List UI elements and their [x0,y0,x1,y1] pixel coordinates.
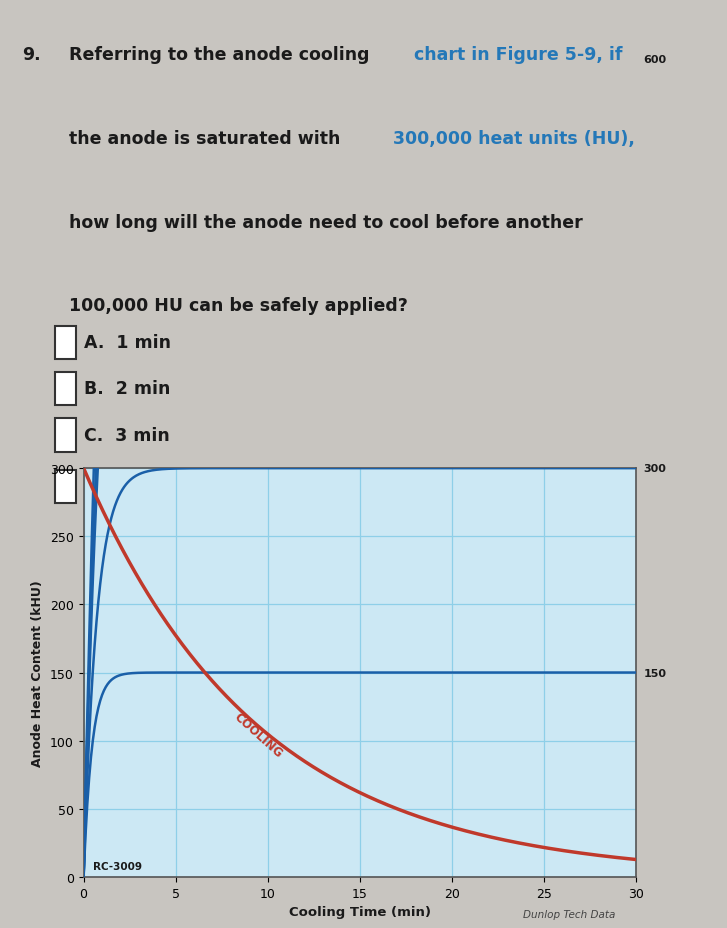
Text: 300: 300 [643,464,667,473]
Text: 150: 150 [643,668,667,677]
X-axis label: Cooling Time (min): Cooling Time (min) [289,905,431,918]
Text: Dunlop Tech Data: Dunlop Tech Data [523,909,616,919]
Text: 100,000 HU can be safely applied?: 100,000 HU can be safely applied? [69,297,408,315]
Text: Referring to the anode cooling: Referring to the anode cooling [69,46,376,64]
FancyBboxPatch shape [55,327,76,359]
Text: C.  3 min: C. 3 min [84,426,169,445]
FancyBboxPatch shape [55,419,76,453]
FancyBboxPatch shape [55,372,76,406]
Text: D.  4 min: D. 4 min [84,477,171,496]
Text: the anode is saturated with: the anode is saturated with [69,130,347,148]
Text: 9.: 9. [22,46,41,64]
Text: 300,000 heat units (HU),: 300,000 heat units (HU), [393,130,635,148]
Text: RC-3009: RC-3009 [93,861,142,870]
Text: A.  1 min: A. 1 min [84,333,171,352]
Text: COOLING: COOLING [231,710,284,760]
Text: chart in Figure 5-9, if: chart in Figure 5-9, if [414,46,623,64]
Text: B.  2 min: B. 2 min [84,380,170,398]
FancyBboxPatch shape [55,470,76,503]
Text: how long will the anode need to cool before another: how long will the anode need to cool bef… [69,213,583,231]
Text: 600: 600 [643,56,667,65]
Y-axis label: Anode Heat Content (kHU): Anode Heat Content (kHU) [31,579,44,767]
